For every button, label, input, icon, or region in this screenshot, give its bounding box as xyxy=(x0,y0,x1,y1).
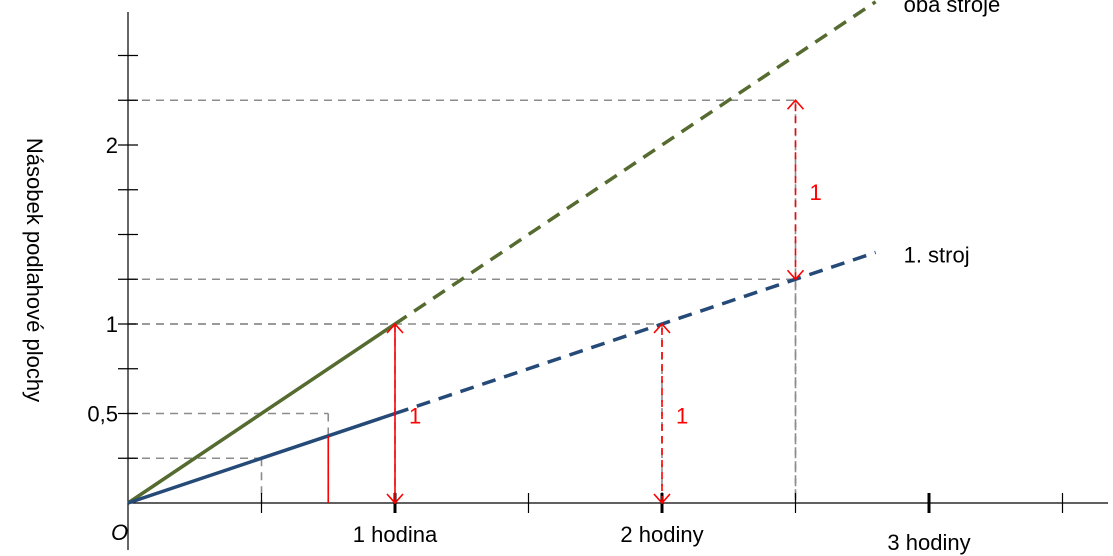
series-oba-stroje-solid xyxy=(127,322,396,505)
arrow-head-bottom-1 xyxy=(653,493,671,505)
x-tick-label: 2 hodiny xyxy=(620,522,703,547)
x-tick-label: 3 hodiny xyxy=(887,530,970,555)
series-label: oba stroje xyxy=(904,0,1001,17)
annotations: 1 1 1 xyxy=(327,99,822,505)
series-lines xyxy=(127,0,877,505)
annotation-label: 1 xyxy=(810,180,822,205)
y-tick-label: 2 xyxy=(106,133,118,158)
arrow-head-top-2 xyxy=(786,99,805,110)
series-1-stroj-dashed xyxy=(394,250,877,416)
y-axis-label: Násobek podlahové plochy xyxy=(22,138,47,402)
series-1-stroj-solid xyxy=(127,411,396,505)
origin-label: O xyxy=(111,520,128,545)
arrow-head-bottom-2 xyxy=(786,269,805,281)
arrow-head-bottom-0 xyxy=(386,493,404,505)
arrow-head-top-1 xyxy=(653,322,671,334)
series-oba-stroje-dashed xyxy=(394,0,877,326)
series-label: 1. stroj xyxy=(904,242,970,267)
chart-labels: Násobek podlahové plochy O 1 hodina 2 hod… xyxy=(22,0,1000,555)
y-tick-label: 0,5 xyxy=(87,402,118,427)
annotation-label: 1 xyxy=(409,404,421,429)
y-tick-label: 1 xyxy=(106,312,118,337)
axes xyxy=(118,12,1108,550)
arrow-head-top-0 xyxy=(386,322,404,334)
annotation-label: 1 xyxy=(676,404,688,429)
guide-lines xyxy=(128,99,797,503)
x-tick-label: 1 hodina xyxy=(353,522,438,547)
